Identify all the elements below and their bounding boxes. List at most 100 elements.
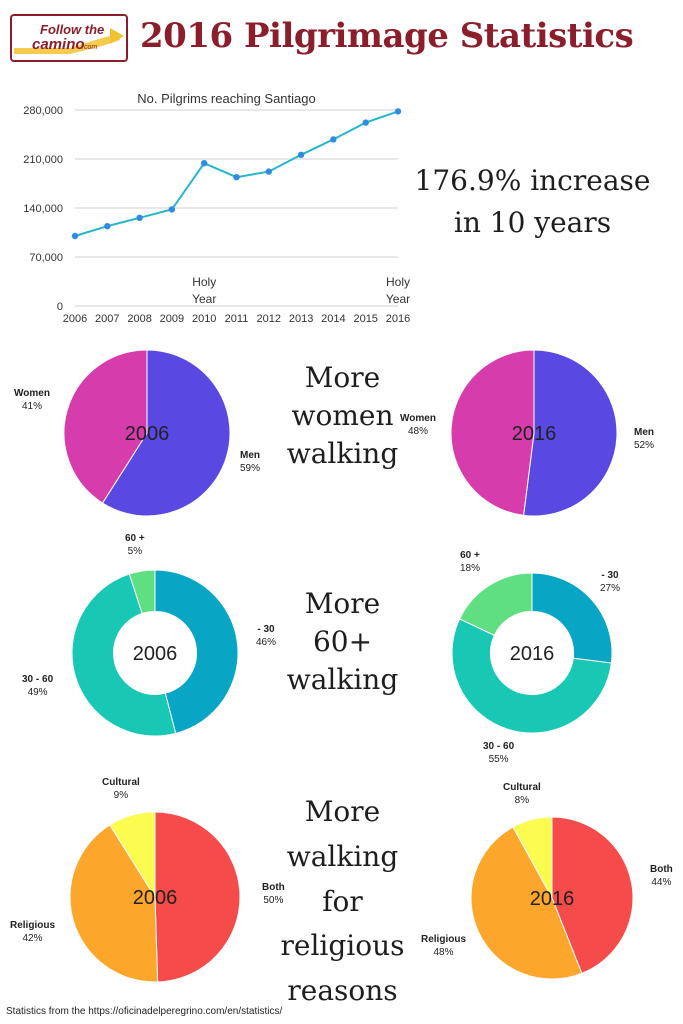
increase-callout: 176.9% increase in 10 years bbox=[400, 164, 665, 240]
y-tick-label: 70,000 bbox=[29, 252, 63, 264]
x-tick-label: 2008 bbox=[127, 313, 151, 325]
pie-year-label: 2006 bbox=[133, 887, 178, 909]
slice-label-under30-2006: - 30 46% bbox=[256, 624, 277, 648]
data-point bbox=[394, 108, 402, 115]
x-tick-label: 2016 bbox=[386, 313, 410, 325]
page-title: 2016 Pilgrimage Statistics bbox=[140, 16, 634, 56]
pie-year-label: 2006 bbox=[125, 423, 170, 445]
slice-label-religious-2016: Religious 48% bbox=[421, 934, 467, 958]
pilgrims-series-line bbox=[74, 110, 399, 237]
data-point bbox=[330, 136, 337, 143]
data-point bbox=[265, 168, 272, 175]
age-2016-donut-chart: 2016 bbox=[451, 572, 613, 734]
x-tick-label: 2009 bbox=[160, 313, 184, 325]
age-callout: More 60+ walking bbox=[265, 587, 420, 697]
slice-label-over60-2006: 60 +5% bbox=[125, 533, 145, 557]
y-tick-label: 280,000 bbox=[23, 105, 63, 117]
religious-slice bbox=[69, 824, 159, 983]
reasons-callout-line: reasons bbox=[287, 974, 398, 1008]
x-tick-label: 2015 bbox=[353, 313, 377, 325]
slice-label-over60-2016: 60 +18% bbox=[460, 550, 481, 574]
reasons-callout-line: for bbox=[322, 884, 363, 918]
data-point bbox=[136, 214, 143, 221]
data-point bbox=[362, 119, 369, 126]
data-point bbox=[297, 151, 305, 158]
men-slice bbox=[101, 349, 231, 517]
pie-year-label: 2016 bbox=[512, 423, 557, 445]
holy-year-annotation: Holy bbox=[192, 275, 216, 289]
age-callout-line: 60+ bbox=[312, 625, 373, 659]
data-point bbox=[201, 160, 208, 167]
both-slice bbox=[551, 816, 634, 974]
women-callout: More women walking bbox=[265, 361, 420, 471]
source-note: Statistics from the https://oficinadelpe… bbox=[6, 1006, 283, 1017]
religious-slice bbox=[470, 826, 583, 980]
under-30-slice bbox=[531, 572, 613, 664]
logo-text-line1: Follow the bbox=[40, 22, 104, 37]
slice-label-cultural-2016: Cultural 8% bbox=[503, 782, 541, 806]
over-60-slice bbox=[458, 572, 533, 636]
x-tick-label: 2010 bbox=[192, 313, 216, 325]
holy-year-annotation: Holy bbox=[386, 275, 410, 289]
age-callout-line: walking bbox=[286, 663, 399, 697]
increase-callout-line: in 10 years bbox=[453, 206, 612, 240]
reasons-callout: More walking for religious reasons bbox=[265, 790, 420, 1014]
women-callout-line: More bbox=[304, 361, 381, 394]
pie-year-label: 2006 bbox=[133, 643, 178, 665]
reason-2006-pie-chart: 2006 bbox=[69, 811, 241, 983]
slice-label-both-2006: Both 50% bbox=[262, 882, 285, 906]
slice-label-women-2006: Women 41% bbox=[14, 388, 50, 412]
cultural-slice bbox=[109, 811, 156, 899]
slice-label-religious-2006: Religious 42% bbox=[10, 920, 56, 944]
x-tick-label: 2013 bbox=[289, 313, 313, 325]
age-2006-donut-chart: 2006 bbox=[71, 569, 239, 737]
slice-label-cultural-2006: Cultural 9% bbox=[102, 777, 140, 801]
pie-year-label: 2016 bbox=[510, 643, 555, 665]
holy-year-annotation: Year bbox=[192, 292, 216, 306]
follow-the-camino-logo: Follow the camino .com bbox=[10, 14, 128, 62]
data-point bbox=[71, 232, 79, 240]
slice-label-men-2016: Men 52% bbox=[634, 427, 655, 451]
increase-callout-line: 176.9% increase bbox=[414, 164, 651, 197]
holy-year-annotation: Year bbox=[386, 292, 410, 306]
reasons-callout-line: religious bbox=[280, 929, 405, 963]
gender-2016-pie-chart: 2016 bbox=[450, 349, 618, 517]
women-slice bbox=[450, 349, 535, 516]
cultural-slice bbox=[512, 816, 553, 899]
line-chart-title: No. Pilgrims reaching Santiago bbox=[137, 91, 315, 106]
slice-label-both-2016: Both 44% bbox=[650, 864, 673, 888]
logo-text-line2: camino bbox=[32, 36, 85, 53]
x-tick-label: 2006 bbox=[63, 313, 87, 325]
y-tick-label: 140,000 bbox=[23, 203, 63, 215]
logo-text-suffix: .com bbox=[82, 44, 97, 51]
over-60-slice bbox=[128, 569, 156, 615]
data-point bbox=[104, 223, 111, 230]
pie-year-label: 2016 bbox=[530, 888, 575, 910]
slice-label-men-2006: Men 59% bbox=[240, 450, 261, 474]
gender-2006-pie-chart: 2006 bbox=[63, 349, 231, 517]
age-callout-line: More bbox=[304, 587, 381, 620]
slice-label-30to60-2006: 30 - 60 49% bbox=[22, 674, 54, 698]
data-point bbox=[168, 206, 176, 213]
reasons-callout-line: More bbox=[304, 795, 381, 828]
men-slice bbox=[523, 349, 618, 517]
both-slice bbox=[154, 811, 241, 983]
30-to-60-slice bbox=[71, 573, 177, 737]
women-slice bbox=[63, 349, 148, 504]
y-tick-label: 210,000 bbox=[23, 154, 63, 166]
women-callout-line: walking bbox=[286, 437, 399, 471]
slice-label-women-2016: Women 48% bbox=[400, 413, 436, 437]
pilgrims-line-chart: No. Pilgrims reaching Santiago 0 70,000 140… bbox=[23, 91, 410, 325]
under-30-slice bbox=[154, 569, 239, 735]
x-tick-label: 2011 bbox=[225, 313, 249, 325]
x-tick-label: 2012 bbox=[257, 313, 281, 325]
30-to-60-slice bbox=[451, 618, 612, 734]
data-point bbox=[233, 174, 240, 181]
x-tick-label: 2007 bbox=[95, 313, 119, 325]
women-callout-line: women bbox=[291, 399, 394, 433]
reasons-callout-line: walking bbox=[286, 839, 399, 873]
y-tick-label: 0 bbox=[57, 301, 63, 313]
slice-label-under30-2016: - 30 27% bbox=[600, 570, 621, 594]
reason-2016-pie-chart: 2016 bbox=[470, 816, 634, 980]
slice-label-30to60-2016: 30 - 60 55% bbox=[483, 741, 515, 765]
